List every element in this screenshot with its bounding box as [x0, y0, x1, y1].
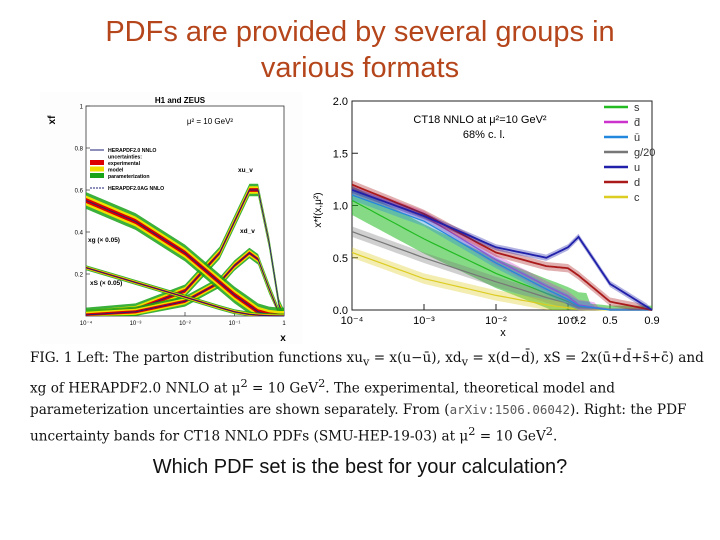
- caption-sub: v: [461, 354, 468, 369]
- left-legend-label: HERAPDF2.0AG NNLO: [108, 186, 164, 192]
- left-band-param: [86, 183, 284, 316]
- right-x-tick-label: 10⁻³: [413, 315, 435, 327]
- caption-sub: v: [362, 354, 370, 369]
- figure-caption: FIG. 1 Left: The parton distribution fun…: [30, 348, 706, 448]
- left-legend-label: parameterization: [108, 174, 150, 180]
- right-chart-xlabel: x: [500, 327, 506, 339]
- left-band-exp: [86, 188, 284, 316]
- right-legend-label: u: [634, 162, 640, 174]
- right-legend-label: g/20: [634, 147, 655, 159]
- left-x-tick-label: 1: [282, 321, 286, 327]
- caption-sup: 2: [545, 424, 554, 439]
- left-series-line: [85, 252, 285, 317]
- left-y-tick-label: 1: [80, 105, 84, 111]
- right-chart-subtitle: 68% c. l.: [463, 129, 505, 141]
- left-legend-label: HERAPDF2.0 NNLO: [108, 148, 156, 154]
- left-chart-xlabel: x: [280, 333, 286, 344]
- right-x-tick-label: 10⁻⁴: [341, 315, 364, 327]
- caption-text: ). Right: the PDF uncertainty bands for …: [30, 402, 687, 445]
- right-legend-label: d: [634, 177, 640, 189]
- left-y-tick-label: 0.6: [75, 189, 84, 195]
- slide-title: PDFs are provided by several groups in v…: [0, 14, 720, 86]
- ct18-chart-svg: 0.0 0.5 1.0 1.5 2.0 10⁻⁴ 10⁻³ 10⁻² 10⁻¹0.2 0.5 0.9…: [308, 92, 664, 344]
- left-legend-swatch: [90, 173, 104, 178]
- caption-text: = 10 GeV: [247, 380, 319, 397]
- caption-text: = x(d−d̄), xS = 2x(ū+d̄+s̄+c̄) and xg of…: [30, 350, 704, 397]
- right-x-tick-label: 10⁻¹: [557, 315, 579, 327]
- right-x-tick-label: 0.2: [571, 315, 586, 327]
- right-chart-title: CT18 NNLO at μ²=10 GeV²: [413, 114, 547, 126]
- left-chart-title: H1 and ZEUS: [155, 96, 206, 105]
- left-chart-ylabel: xf: [47, 115, 58, 125]
- left-x-tick-label: 10⁻²: [179, 321, 191, 327]
- caption-text: = x(u−ū), xd: [369, 350, 462, 366]
- right-series-line: [351, 194, 652, 311]
- right-legend-label: ū: [634, 132, 640, 144]
- right-x-tick-label: 0.9: [644, 315, 659, 327]
- caption-sup: 2: [240, 375, 248, 390]
- caption-text: FIG. 1 Left: The parton distribution fun…: [30, 350, 363, 366]
- left-annotation: xu_v: [238, 167, 253, 174]
- left-band-model: [86, 186, 284, 316]
- right-y-tick-label: 1.0: [333, 201, 348, 213]
- left-series-line: [85, 267, 284, 317]
- title-line-2: various formats: [260, 52, 460, 84]
- left-annotation: xd_v: [240, 228, 255, 235]
- left-y-tick-label: 0.4: [75, 231, 84, 237]
- left-band-model: [86, 195, 284, 316]
- left-band-exp: [86, 198, 284, 316]
- right-legend-label: s: [634, 102, 640, 114]
- right-band: [352, 189, 652, 310]
- caption-sup: 2: [468, 424, 476, 439]
- herapdf-chart-svg: 0.2 0.4 0.6 0.8 1 10⁻⁴ 10⁻³ 10⁻² 10⁻¹ 1 xu_v xd_vxg…: [40, 92, 302, 344]
- slide-question: Which PDF set is the best for your calcu…: [152, 456, 568, 478]
- right-band: [352, 247, 652, 310]
- right-y-tick-label: 1.5: [333, 148, 348, 160]
- right-x-tick-label: 10⁻²: [485, 315, 507, 327]
- left-x-tick-label: 10⁻¹: [229, 321, 241, 327]
- right-y-tick-label: 2.0: [333, 96, 348, 108]
- left-annotation: xg (× 0.05): [88, 237, 120, 244]
- left-legend-label: model: [108, 168, 124, 174]
- caption-text: = 10 GeV: [475, 428, 546, 445]
- left-y-tick-label: 0.8: [75, 147, 84, 153]
- left-x-tick-label: 10⁻³: [130, 321, 142, 327]
- caption-text: .: [553, 428, 558, 445]
- title-line-1: PDFs are provided by several groups in: [105, 16, 615, 48]
- right-chart-ylabel: x*f(x,μ²): [313, 192, 324, 227]
- caption-text: . The experimental, theoretical model an…: [30, 380, 615, 419]
- caption-sup: 2: [318, 375, 326, 390]
- right-band: [352, 185, 652, 310]
- right-series-line: [351, 188, 653, 311]
- ct18-chart: 0.0 0.5 1.0 1.5 2.0 10⁻⁴ 10⁻³ 10⁻² 10⁻¹ 0.2 0.5 0.9…: [308, 92, 664, 344]
- right-x-tick-label: 0.5: [602, 315, 617, 327]
- left-y-tick-label: 0.2: [75, 273, 84, 279]
- right-y-tick-label: 0.5: [333, 253, 348, 265]
- left-legend-swatch: [90, 160, 104, 165]
- right-band: [352, 180, 652, 310]
- right-legend-label: c: [634, 192, 640, 204]
- left-x-tick-label: 10⁻⁴: [80, 320, 93, 327]
- left-legend-label: uncertainties:: [108, 155, 142, 161]
- left-chart-subtitle: μ² = 10 GeV²: [187, 117, 234, 126]
- left-series-line: [85, 189, 285, 317]
- right-y-tick-label: 0.0: [333, 305, 348, 317]
- right-legend-label: d̄: [634, 117, 640, 129]
- left-legend-label: experimental: [108, 161, 141, 167]
- left-legend-swatch: [90, 166, 104, 172]
- arxiv-link[interactable]: arXiv:1506.06042: [449, 402, 570, 418]
- left-annotation: xS (× 0.05): [90, 280, 122, 287]
